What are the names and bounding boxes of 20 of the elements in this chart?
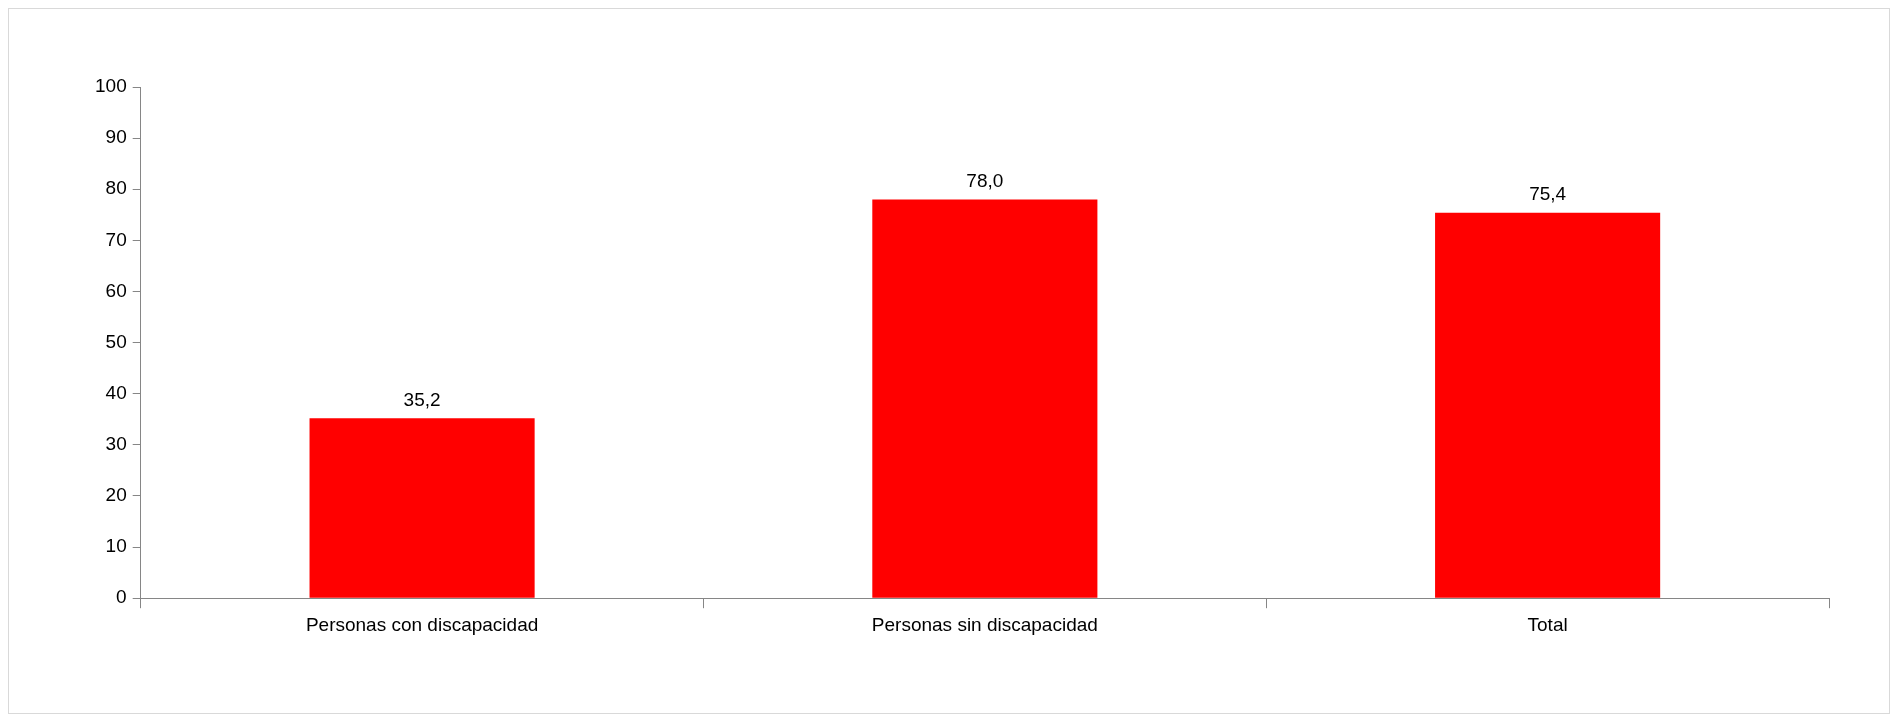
y-tick-label: 0 <box>116 586 127 608</box>
y-tick-label: 70 <box>105 228 127 250</box>
bar <box>309 418 535 598</box>
y-tick-label: 100 <box>95 75 127 97</box>
x-tick-label: Personas con discapacidad <box>305 613 539 635</box>
data-label: 78,0 <box>966 170 1004 192</box>
y-tick-label: 60 <box>105 279 127 301</box>
data-label: 35,2 <box>403 388 441 410</box>
y-tick-label: 30 <box>105 433 127 455</box>
y-tick-label: 80 <box>105 177 127 199</box>
y-tick-label: 40 <box>105 381 127 403</box>
y-tick-label: 20 <box>105 484 127 506</box>
y-tick-label: 10 <box>105 535 127 557</box>
bar <box>1435 212 1661 598</box>
data-label: 75,4 <box>1529 183 1567 205</box>
x-tick-label: Total <box>1527 613 1568 635</box>
y-tick-label: 50 <box>105 330 127 352</box>
y-tick-label: 90 <box>105 126 127 148</box>
bar <box>872 199 1098 598</box>
x-tick-label: Personas sin discapacidad <box>871 613 1098 635</box>
